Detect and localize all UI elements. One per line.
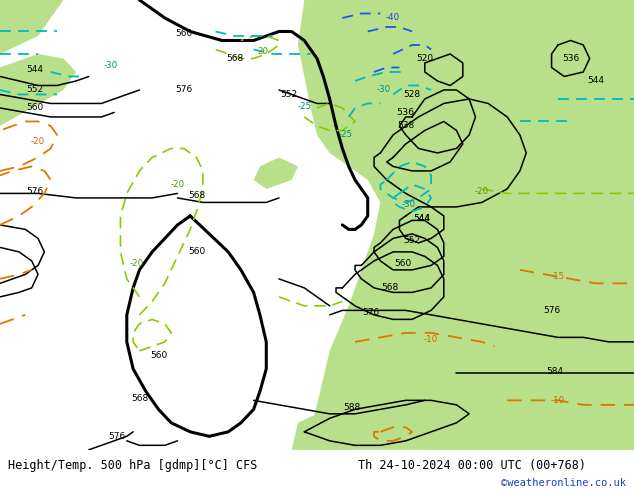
Text: 568: 568: [381, 283, 399, 293]
Text: 576: 576: [108, 432, 126, 441]
Text: -20: -20: [129, 259, 143, 268]
Text: 576: 576: [26, 187, 44, 196]
Text: -40: -40: [386, 14, 400, 23]
Text: 576: 576: [362, 308, 380, 317]
Text: Height/Temp. 500 hPa [gdmp][°C] CFS: Height/Temp. 500 hPa [gdmp][°C] CFS: [8, 459, 257, 471]
Text: 560: 560: [150, 351, 167, 360]
Polygon shape: [0, 0, 63, 54]
Text: -20: -20: [171, 180, 184, 189]
Text: -10: -10: [551, 396, 565, 405]
Text: -30: -30: [377, 85, 391, 95]
Text: 568: 568: [226, 54, 243, 63]
Text: 536: 536: [562, 54, 579, 63]
Text: 544: 544: [413, 214, 430, 222]
Text: -25: -25: [297, 102, 311, 111]
Polygon shape: [298, 0, 634, 450]
Text: 538: 538: [397, 122, 415, 130]
Polygon shape: [431, 414, 634, 450]
Text: 568: 568: [131, 393, 148, 403]
Polygon shape: [254, 157, 298, 189]
Text: -10: -10: [424, 335, 438, 344]
Text: -15: -15: [551, 272, 565, 281]
Text: 520: 520: [416, 54, 434, 63]
Text: -25: -25: [339, 130, 353, 140]
Text: 560: 560: [188, 247, 205, 256]
Text: Th 24-10-2024 00:00 UTC (00+768): Th 24-10-2024 00:00 UTC (00+768): [358, 459, 586, 471]
Polygon shape: [292, 414, 355, 450]
Text: 560: 560: [26, 103, 44, 113]
Text: 576: 576: [543, 306, 560, 315]
Text: 552: 552: [280, 90, 297, 99]
Text: -30: -30: [402, 200, 416, 209]
Text: 536: 536: [397, 108, 415, 117]
Text: 544: 544: [413, 214, 430, 222]
Text: 588: 588: [343, 403, 361, 412]
Text: 584: 584: [546, 367, 564, 376]
Polygon shape: [349, 0, 444, 90]
Polygon shape: [0, 54, 76, 126]
Text: 552: 552: [26, 85, 44, 95]
Text: -20: -20: [31, 137, 45, 146]
Text: 544: 544: [588, 76, 604, 85]
Text: -30: -30: [104, 61, 118, 70]
Text: 20: 20: [257, 47, 269, 56]
Text: ©weatheronline.co.uk: ©weatheronline.co.uk: [501, 478, 626, 488]
Text: 552: 552: [403, 236, 421, 245]
Text: 544: 544: [27, 65, 43, 74]
Text: 560: 560: [175, 29, 193, 38]
Text: 528: 528: [403, 90, 421, 99]
Text: 568: 568: [188, 191, 205, 200]
Text: 576: 576: [175, 85, 193, 95]
Text: -20: -20: [475, 187, 489, 196]
Text: 560: 560: [394, 259, 411, 268]
